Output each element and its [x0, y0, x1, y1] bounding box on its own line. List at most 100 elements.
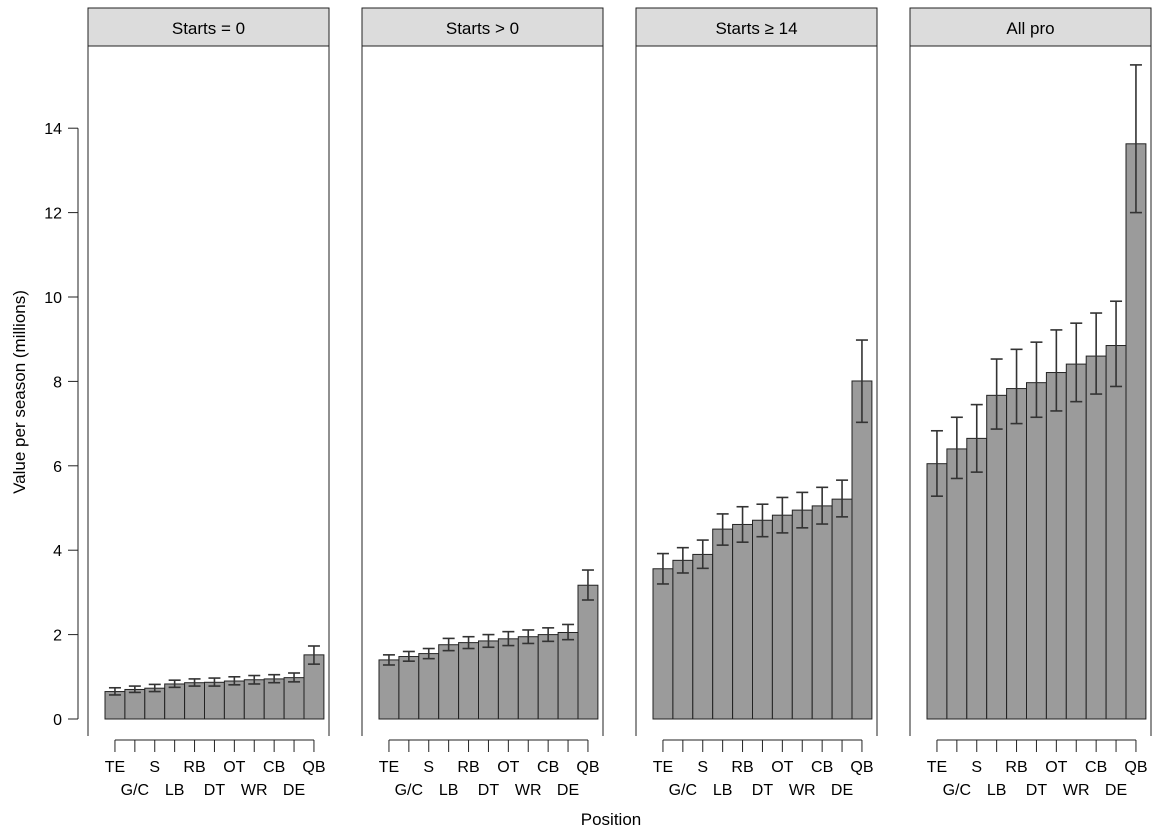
bar-te [378, 659, 400, 720]
bar-cb [811, 505, 833, 720]
x-tick-label: WR [241, 782, 268, 799]
bar-lb [438, 644, 460, 720]
bar-qb [577, 584, 599, 720]
x-tick-label: LB [713, 782, 733, 799]
x-tick-label: DT [478, 782, 500, 799]
panel-area [88, 8, 329, 736]
x-tick-label: WR [789, 782, 816, 799]
bar-de [557, 631, 579, 720]
panel-2: Starts > 0 TE G/CS LB RB DT OT WR CB DE QB [361, 7, 604, 799]
bar-s [144, 687, 166, 720]
bar-qb [1125, 143, 1147, 720]
bar-qb [851, 380, 873, 720]
x-tick-label: G/C [395, 782, 423, 799]
x-tick-label: RB [183, 759, 205, 776]
bar-de [831, 498, 853, 720]
panel-4: All pro TE G/CS LB RB DT OT WR CB DE QB [909, 7, 1152, 799]
x-tick-label: G/C [669, 782, 697, 799]
x-tick-label: DT [752, 782, 774, 799]
bar-ot [223, 680, 245, 720]
x-tick-label: OT [771, 759, 793, 776]
x-tick-label: S [697, 759, 708, 776]
y-axis-title: Value per season (millions) [10, 290, 29, 494]
x-tick-label: CB [263, 759, 285, 776]
panel-title: Starts > 0 [446, 19, 519, 38]
panel-area [362, 8, 603, 736]
panel-1: Starts = 0 TE G/CS LB RB DT OT WR CB DE QB [87, 7, 330, 799]
x-tick-label: RB [1005, 759, 1027, 776]
y-tick-label: 14 [44, 121, 62, 138]
bar-rb [1006, 388, 1027, 720]
y-tick-label: 8 [53, 374, 62, 391]
bar-lb [986, 394, 1008, 720]
y-axis: 0 2 4 6 8 10 12 14 [44, 121, 79, 729]
x-tick-label: DE [283, 782, 305, 799]
bar-lb [712, 528, 734, 720]
x-tick-label: DT [1026, 782, 1048, 799]
bar-gc [672, 559, 694, 720]
x-tick-label: OT [497, 759, 519, 776]
bar-rb [732, 523, 753, 720]
y-tick-label: 6 [53, 459, 62, 476]
bar-wr [791, 509, 813, 720]
x-tick-label: TE [105, 759, 125, 776]
x-tick-label: DE [1105, 782, 1127, 799]
x-tick-label: RB [731, 759, 753, 776]
x-tick-label: LB [165, 782, 185, 799]
bar-rb [184, 682, 206, 720]
x-tick-label: QB [850, 759, 873, 776]
x-tick-label: S [423, 759, 434, 776]
bar-te [926, 463, 948, 720]
panel-title: Starts ≥ 14 [715, 19, 797, 38]
bar-ot [771, 514, 793, 720]
y-tick-label: 2 [53, 628, 62, 645]
x-tick-label: LB [987, 782, 1007, 799]
panel-3: Starts ≥ 14 TE G/CS LB RB DT OT WR CB DE QB [635, 7, 878, 799]
x-tick-label: TE [653, 759, 673, 776]
panel-title: All pro [1006, 19, 1054, 38]
panel-strip [361, 7, 604, 47]
y-tick-label: 12 [44, 206, 62, 223]
x-tick-label: CB [1085, 759, 1107, 776]
bar-cb [1085, 355, 1107, 720]
panel-strip [909, 7, 1152, 47]
x-tick-label: DE [557, 782, 579, 799]
x-tick-label: LB [439, 782, 459, 799]
x-tick-label: G/C [943, 782, 971, 799]
bar-gc [398, 656, 420, 720]
panel-strip [87, 7, 330, 47]
x-tick-label: S [149, 759, 160, 776]
bar-rb [458, 642, 480, 720]
bar-cb [537, 634, 559, 720]
bar-ot [497, 638, 519, 720]
x-tick-label: RB [457, 759, 479, 776]
bar-wr [243, 679, 265, 720]
x-tick-label: QB [576, 759, 599, 776]
x-tick-label: WR [1063, 782, 1090, 799]
x-tick-label: QB [1124, 759, 1147, 776]
x-tick-label: WR [515, 782, 542, 799]
x-tick-label: DT [204, 782, 226, 799]
x-tick-label: OT [223, 759, 245, 776]
x-axis-title: Position [581, 810, 641, 829]
bar-s [966, 437, 988, 720]
bar-s [418, 653, 440, 720]
y-tick-label: 4 [53, 543, 62, 560]
bar-cb [263, 678, 285, 720]
bar-lb [164, 683, 186, 720]
bar-wr [1065, 363, 1087, 720]
bar-dt [752, 519, 773, 720]
bar-wr [517, 636, 539, 720]
bar-ot [1045, 372, 1067, 720]
bar-de [1105, 345, 1127, 720]
bar-dt [204, 681, 225, 720]
x-tick-label: G/C [121, 782, 149, 799]
bar-dt [478, 640, 499, 720]
y-tick-label: 10 [44, 290, 62, 307]
y-tick-label: 0 [53, 712, 62, 729]
x-tick-label: QB [302, 759, 325, 776]
bar-gc [124, 688, 146, 720]
x-tick-label: TE [379, 759, 399, 776]
bar-gc [946, 448, 968, 720]
